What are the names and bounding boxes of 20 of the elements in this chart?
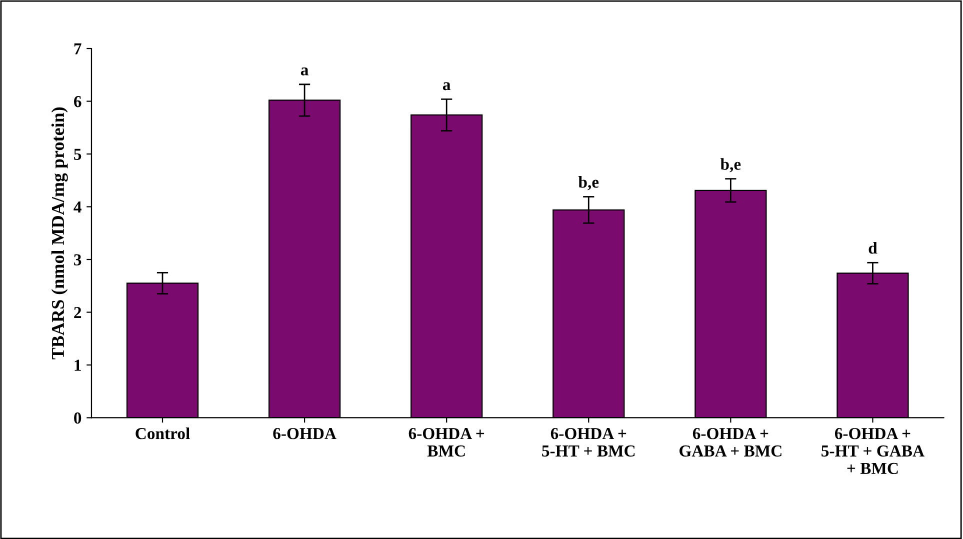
- x-tick-label: Control: [136, 427, 190, 440]
- x-tick-label: 6-OHDA + BMC: [408, 428, 484, 457]
- annotation: a: [442, 82, 451, 90]
- x-tick-label: 6-OHDA + 5-HT + BMC: [542, 428, 635, 457]
- x-tick-label: 6-OHDA + 5-HT + GABA + BMC: [822, 428, 924, 474]
- annotation: b,e: [720, 158, 741, 172]
- y-axis-title: TBARS (nmol MDA/mg protein): [51, 107, 68, 360]
- x-tick-label: 6-OHDA: [273, 428, 336, 440]
- y-tick-label: 7: [74, 43, 82, 54]
- y-tick-label: 1: [74, 360, 81, 371]
- annotation: d: [868, 242, 878, 254]
- annotation: b,e: [578, 176, 599, 190]
- y-tick-label: 2: [74, 306, 82, 318]
- y-tick-label: 6: [74, 96, 82, 108]
- annotation: a: [300, 67, 308, 76]
- y-tick-label: 3: [74, 254, 82, 266]
- y-tick-label: 0: [74, 412, 82, 424]
- y-tick-label: 5: [74, 148, 82, 160]
- x-tick-label: 6-OHDA + GABA + BMC: [680, 428, 782, 457]
- y-tick-label: 4: [74, 202, 82, 213]
